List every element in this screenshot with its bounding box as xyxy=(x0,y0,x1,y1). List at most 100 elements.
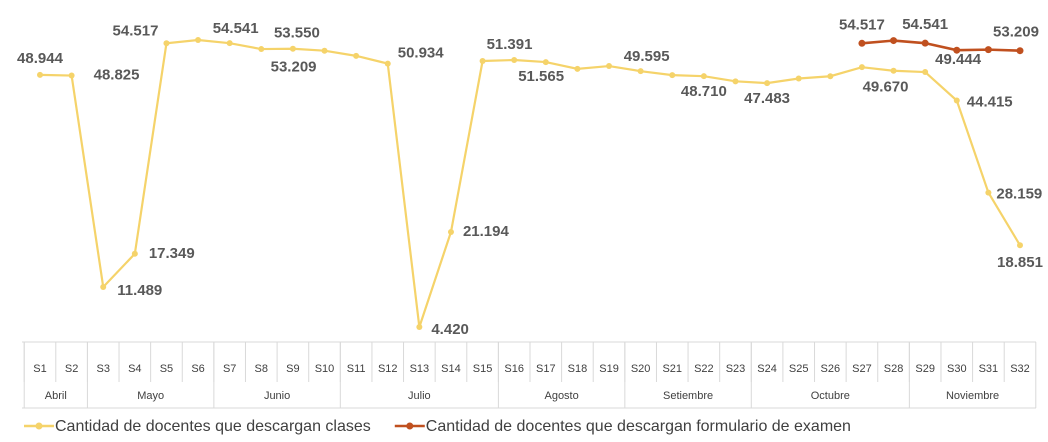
x-tick-label: S9 xyxy=(286,363,299,375)
group-label: Junio xyxy=(264,390,290,402)
data-point xyxy=(669,72,676,79)
data-point xyxy=(890,67,897,74)
x-tick-label: S2 xyxy=(65,363,78,375)
x-tick-label: S3 xyxy=(96,363,109,375)
data-point xyxy=(984,46,992,54)
data-point xyxy=(953,97,960,104)
x-tick-label: S20 xyxy=(631,363,651,375)
data-label: 54.541 xyxy=(213,20,259,37)
data-label: 50.934 xyxy=(398,45,445,62)
data-point xyxy=(921,39,929,47)
data-point xyxy=(511,57,518,64)
data-point xyxy=(953,46,961,54)
x-tick-label: S14 xyxy=(441,363,461,375)
data-point xyxy=(37,71,43,78)
x-tick-label: S29 xyxy=(915,363,935,375)
legend-label: Cantidad de docentes que descargan clase… xyxy=(55,418,371,435)
series-line xyxy=(861,39,1021,53)
data-label: 53.209 xyxy=(993,24,1039,41)
data-label: 51.565 xyxy=(518,68,564,85)
x-tick-label: S8 xyxy=(255,363,268,375)
group-label: Mayo xyxy=(137,390,164,402)
data-label: 48.944 xyxy=(17,50,64,67)
data-label: 11.489 xyxy=(117,282,162,299)
data-label: 44.415 xyxy=(967,93,1013,110)
data-point xyxy=(542,59,549,66)
group-label: Abril xyxy=(45,390,67,402)
data-point xyxy=(890,37,898,45)
data-point xyxy=(1017,242,1023,249)
x-tick-label: S1 xyxy=(33,363,46,375)
x-tick-label: S19 xyxy=(599,363,619,375)
data-label: 47.483 xyxy=(744,90,790,107)
x-tick-label: S17 xyxy=(536,363,556,375)
data-point xyxy=(700,73,707,80)
group-label: Agosto xyxy=(544,390,578,402)
data-label: 17.349 xyxy=(149,245,195,262)
data-point xyxy=(764,80,771,87)
data-point xyxy=(163,40,170,47)
data-point xyxy=(195,37,202,43)
x-tick-label: S28 xyxy=(884,363,904,375)
data-label: 54.517 xyxy=(113,22,159,39)
data-point xyxy=(1016,47,1024,55)
data-point xyxy=(858,39,866,47)
x-tick-label: S18 xyxy=(568,363,588,375)
x-tick-label: S25 xyxy=(789,363,809,375)
data-label: 48.825 xyxy=(94,67,140,84)
data-label: 48.710 xyxy=(681,83,727,100)
x-tick-label: S6 xyxy=(191,363,204,375)
x-tick-label: S11 xyxy=(347,363,366,375)
legend-swatch xyxy=(35,422,43,430)
data-point xyxy=(985,189,992,196)
x-tick-label: S32 xyxy=(1010,363,1030,375)
group-label: Setiembre xyxy=(663,390,713,402)
x-tick-label: S24 xyxy=(757,363,777,375)
data-label: 49.595 xyxy=(624,48,670,65)
data-label: 54.541 xyxy=(902,16,948,33)
data-point xyxy=(606,63,613,70)
x-tick-label: S15 xyxy=(473,363,493,375)
series-line xyxy=(39,38,1021,328)
data-label: 28.159 xyxy=(996,186,1042,203)
data-point xyxy=(574,65,581,72)
data-point xyxy=(827,73,834,80)
data-label: 4.420 xyxy=(431,321,469,338)
data-point xyxy=(131,250,138,257)
x-tick-label: S23 xyxy=(726,363,746,375)
data-point xyxy=(447,229,454,236)
data-label: 21.194 xyxy=(463,223,510,240)
x-tick-label: S16 xyxy=(504,363,524,375)
data-point xyxy=(637,68,644,75)
data-point xyxy=(858,64,865,71)
data-point xyxy=(732,78,739,85)
data-point xyxy=(226,40,233,47)
data-label: 49.444 xyxy=(935,51,982,68)
x-tick-label: S27 xyxy=(852,363,872,375)
data-label: 18.851 xyxy=(997,254,1043,271)
data-point xyxy=(100,283,107,290)
x-tick-label: S12 xyxy=(378,363,398,375)
group-label: Julio xyxy=(408,390,431,402)
data-point xyxy=(289,45,296,52)
data-label: 53.209 xyxy=(271,59,317,76)
x-tick-label: S4 xyxy=(128,363,141,375)
x-tick-label: S22 xyxy=(694,363,714,375)
data-label: 54.517 xyxy=(839,16,885,33)
legend-label: Cantidad de docentes que descargan formu… xyxy=(426,418,851,435)
legend-swatch xyxy=(406,422,414,430)
x-tick-label: S30 xyxy=(947,363,967,375)
x-tick-label: S21 xyxy=(662,363,682,375)
data-label: 51.391 xyxy=(487,36,533,53)
data-point xyxy=(922,69,929,76)
x-tick-label: S10 xyxy=(315,363,335,375)
data-point xyxy=(479,58,486,65)
data-point xyxy=(68,72,75,79)
x-tick-label: S7 xyxy=(223,363,236,375)
data-point xyxy=(795,75,802,82)
data-point xyxy=(258,46,265,53)
x-tick-label: S26 xyxy=(821,363,841,375)
data-point xyxy=(416,324,423,330)
data-label: 49.670 xyxy=(863,79,909,96)
